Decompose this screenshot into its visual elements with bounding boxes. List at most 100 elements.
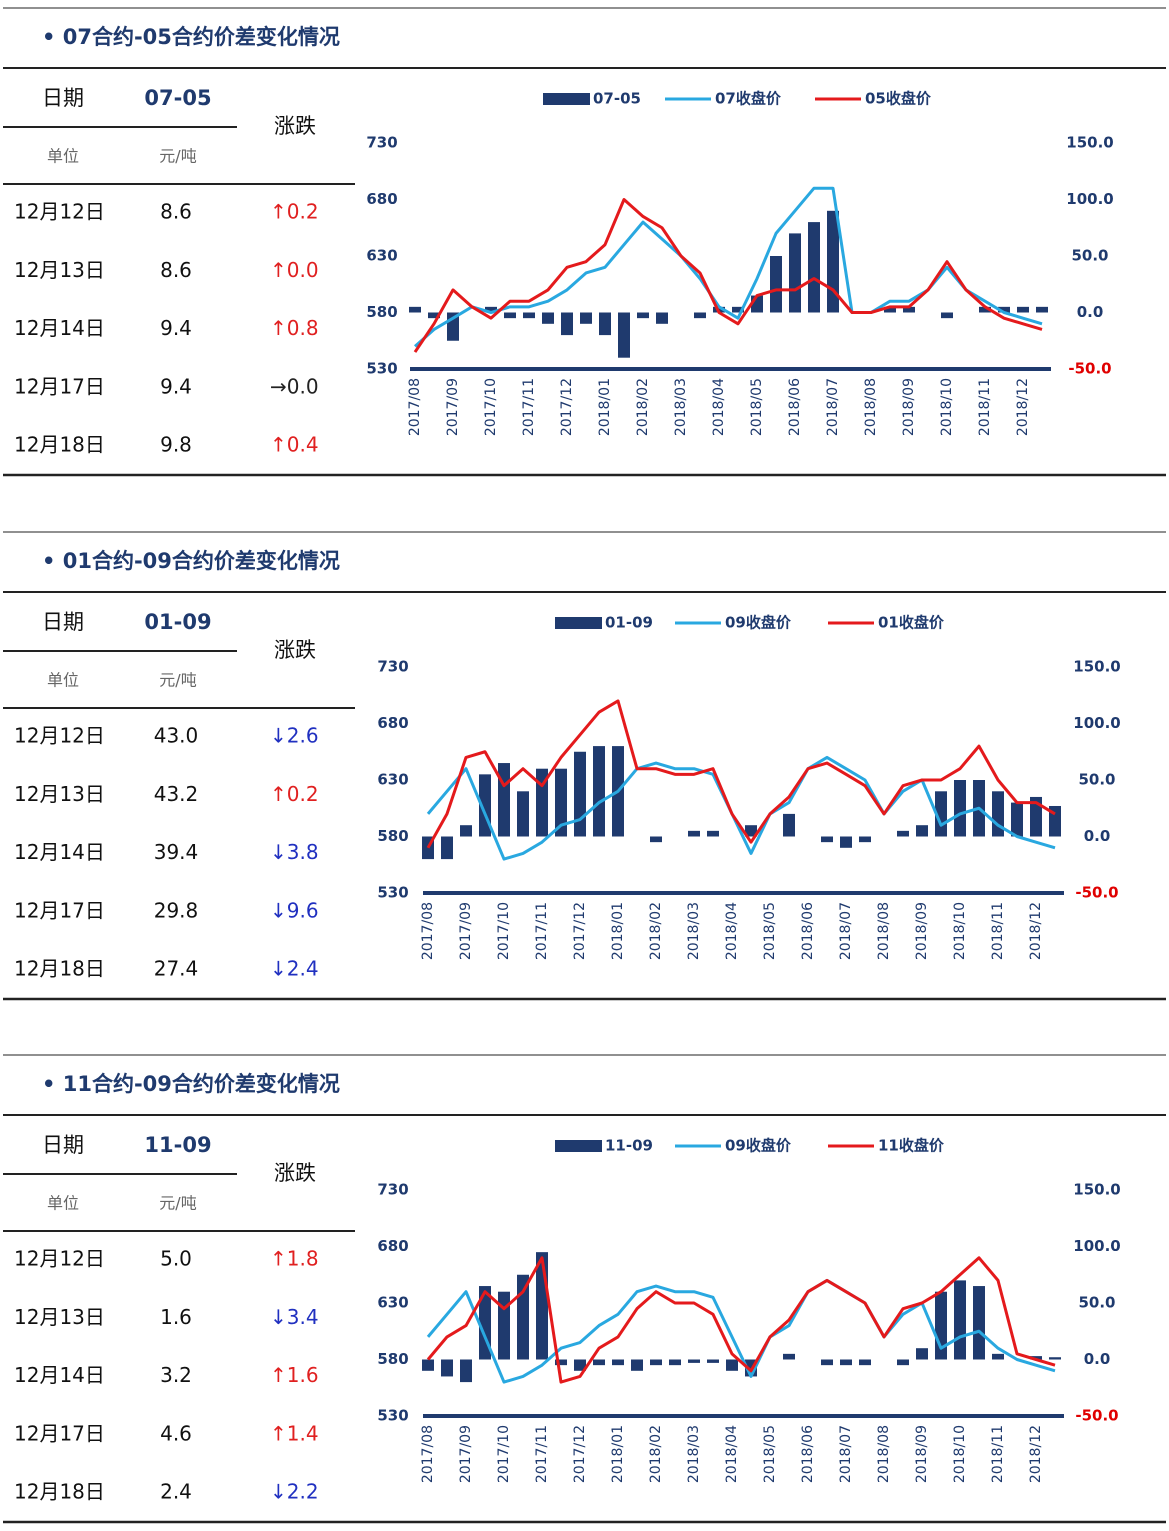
bar: [726, 1359, 738, 1371]
change: ↑0.4: [270, 433, 319, 457]
y2-tick-label: 50.0: [1071, 247, 1108, 265]
x-tick-label: 2018/03: [686, 1425, 702, 1483]
change: ↓2.6: [270, 724, 319, 748]
bar: [580, 312, 592, 324]
x-tick-label: 2018/10: [939, 378, 955, 436]
bar: [859, 1359, 871, 1366]
x-tick-label: 2017/08: [420, 902, 436, 960]
bar: [422, 1359, 434, 1371]
bar: [941, 312, 953, 319]
legend-label: 09收盘价: [725, 1137, 792, 1155]
unit: 元/吨: [159, 1194, 196, 1213]
y2-tick-label: 150.0: [1066, 134, 1113, 152]
bar: [631, 1359, 643, 1371]
line: [414, 186, 1043, 348]
y2-tick-label: -50.0: [1068, 360, 1111, 378]
x-tick-label: 2018/12: [1028, 902, 1044, 960]
unit: 单位: [47, 1194, 79, 1213]
value: 4.6: [160, 1421, 192, 1445]
x-tick-label: 2018/06: [787, 378, 803, 436]
x-tick-label: 2018/03: [686, 902, 702, 960]
bar: [498, 763, 510, 837]
y2-tick-label: -50.0: [1075, 1407, 1118, 1425]
y2-tick-label: 0.0: [1077, 303, 1104, 321]
value: 27.4: [154, 957, 199, 981]
y-tick-label: 680: [377, 1237, 408, 1255]
bar: [745, 825, 757, 837]
bar: [992, 791, 1004, 837]
bar: [954, 1280, 966, 1360]
legend-label: 11-09: [605, 1137, 653, 1155]
x-tick-label: 2017/08: [420, 1425, 436, 1483]
legend-label: 01-09: [605, 614, 653, 632]
header: 涨跌: [274, 638, 316, 662]
x-tick-label: 2018/12: [1028, 1425, 1044, 1483]
legend-label: 07-05: [593, 90, 641, 108]
value: 8.6: [160, 200, 192, 224]
line: [426, 1256, 1056, 1384]
y-tick-label: 630: [377, 1294, 408, 1312]
bar: [821, 836, 833, 843]
change: ↑1.8: [270, 1247, 319, 1271]
bar: [656, 312, 668, 324]
y2-tick-label: 100.0: [1066, 190, 1113, 208]
y-tick-label: 530: [366, 360, 397, 378]
x-tick-label: 2017/12: [572, 902, 588, 960]
bar: [523, 312, 535, 319]
date: 12月13日: [14, 1305, 105, 1329]
x-tick-label: 2018/04: [724, 902, 740, 960]
y-tick-label: 580: [377, 1350, 408, 1368]
bar: [574, 751, 586, 837]
bar: [789, 233, 801, 313]
bar: [1030, 1356, 1042, 1360]
bar: [1030, 796, 1042, 837]
value: 9.8: [160, 433, 192, 457]
value: 3.2: [160, 1363, 192, 1387]
bar: [954, 780, 966, 837]
unit: 单位: [47, 147, 79, 166]
x-tick-label: 2017/09: [445, 378, 461, 436]
bar: [498, 1291, 510, 1360]
bar: [808, 222, 820, 313]
bar: [840, 1359, 852, 1366]
bar: [973, 1286, 985, 1360]
bar: [884, 306, 896, 313]
y-tick-label: 530: [377, 884, 408, 902]
date: 12月13日: [14, 258, 105, 282]
bar: [827, 210, 839, 313]
x-tick-label: 2018/07: [838, 902, 854, 960]
unit: 元/吨: [159, 671, 196, 690]
bar: [460, 825, 472, 837]
value: 9.4: [160, 316, 192, 340]
section-title: • 11合约-09合约价差变化情况: [42, 1072, 340, 1096]
change: ↑0.8: [270, 316, 319, 340]
y2-tick-label: 150.0: [1073, 658, 1120, 676]
bar: [574, 1359, 586, 1371]
bar: [821, 1359, 833, 1366]
y2-tick-label: 50.0: [1078, 1294, 1115, 1312]
y-tick-label: 680: [377, 714, 408, 732]
x-tick-label: 2018/03: [673, 378, 689, 436]
x-tick-label: 2018/07: [838, 1425, 854, 1483]
bar: [542, 312, 554, 324]
unit: 元/吨: [159, 147, 196, 166]
value: 29.8: [154, 898, 199, 922]
bar: [916, 825, 928, 837]
x-tick-label: 2018/01: [597, 378, 613, 436]
x-tick-label: 2017/09: [458, 1425, 474, 1483]
bar: [517, 1274, 529, 1360]
bar: [599, 312, 611, 336]
bar: [732, 306, 744, 313]
bar: [650, 1359, 662, 1366]
bar: [650, 836, 662, 843]
value: 43.2: [154, 782, 199, 806]
bar: [992, 1353, 1004, 1360]
x-tick-label: 2017/10: [496, 1425, 512, 1483]
x-tick-label: 2018/08: [876, 902, 892, 960]
header: 07-05: [144, 86, 211, 110]
y-tick-label: 730: [377, 658, 408, 676]
date: 12月14日: [14, 316, 105, 340]
legend-label: 05收盘价: [865, 90, 932, 108]
